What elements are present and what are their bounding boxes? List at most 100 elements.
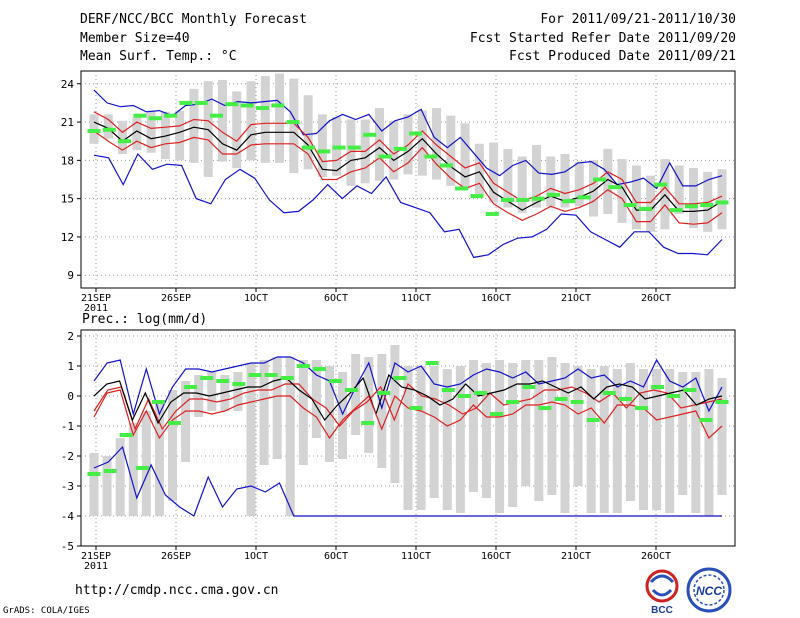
temp-ensemble-box bbox=[346, 119, 356, 186]
prec-ensemble-box bbox=[141, 411, 151, 516]
prec-observed-mark bbox=[683, 388, 697, 392]
prec-ensemble-box bbox=[128, 423, 138, 516]
temp-ensemble-box bbox=[389, 120, 399, 180]
temp-ensemble-box bbox=[417, 110, 427, 176]
temp-observed-mark bbox=[684, 204, 698, 209]
temp-observed-mark bbox=[654, 182, 668, 187]
temp-observed-mark bbox=[638, 206, 652, 211]
prec-observed-mark bbox=[264, 373, 278, 377]
prec-observed-mark bbox=[216, 379, 230, 383]
temp-xtick-label: 21SEP bbox=[81, 293, 111, 304]
prec-observed-mark bbox=[667, 394, 681, 398]
temp-year-label: 2011 bbox=[84, 303, 108, 314]
prec-ytick-label: 1 bbox=[67, 360, 74, 373]
temp-observed-mark bbox=[608, 185, 622, 190]
prec-ensemble-box bbox=[612, 369, 622, 513]
prec-observed-mark bbox=[473, 391, 487, 395]
temp-ensemble-box bbox=[160, 111, 170, 160]
temp-ensemble-box bbox=[232, 91, 242, 169]
temp-observed-mark bbox=[148, 116, 162, 121]
temp-ensemble-min-line bbox=[93, 152, 723, 259]
temp-observed-mark bbox=[301, 145, 315, 150]
prec-observed-mark bbox=[361, 421, 375, 425]
bcc-logo: BCC bbox=[645, 569, 679, 616]
temp-observed-mark bbox=[317, 149, 331, 154]
prec-ytick-label: -5 bbox=[61, 540, 74, 553]
prec-observed-mark bbox=[618, 397, 632, 401]
prec-observed-mark bbox=[554, 397, 568, 401]
prec-xtick-label: 26OCT bbox=[641, 551, 671, 562]
temp-observed-mark bbox=[455, 186, 469, 191]
prec-observed-mark bbox=[441, 388, 455, 392]
temp-ensemble-box bbox=[103, 114, 113, 139]
prec-ensemble-box bbox=[429, 366, 439, 498]
temp-mean-std-line bbox=[93, 130, 723, 225]
prec-observed-mark bbox=[119, 433, 133, 437]
prec-observed-mark bbox=[634, 406, 648, 410]
prec-ensemble-box bbox=[168, 390, 177, 501]
prec-observed-mark bbox=[377, 391, 391, 395]
prec-ensemble-max-line bbox=[93, 356, 723, 417]
prec-observed-mark bbox=[329, 379, 343, 383]
prec-ensemble-box bbox=[89, 453, 99, 516]
temp-ensemble-box bbox=[717, 169, 727, 230]
temp-ensemble-box bbox=[631, 165, 641, 230]
temp-observed-mark bbox=[501, 197, 515, 202]
temp-xtick-label: 11OCT bbox=[401, 293, 431, 304]
prec-ensemble-min-line bbox=[93, 445, 722, 517]
prec-observed-mark bbox=[602, 391, 616, 395]
temp-observed-mark bbox=[592, 177, 606, 182]
temp-ensemble-box bbox=[560, 153, 570, 208]
temp-ytick-label: 12 bbox=[61, 231, 74, 244]
prec-ensemble-box bbox=[482, 363, 491, 498]
prec-ensemble-box bbox=[115, 438, 125, 516]
prec-observed-mark bbox=[248, 373, 262, 377]
temp-ensemble-box bbox=[275, 73, 285, 163]
prec-xtick-label: 1OCT bbox=[244, 551, 268, 562]
prec-observed-mark bbox=[715, 400, 729, 404]
source-url[interactable]: http://cmdp.ncc.cma.gov.cn bbox=[75, 583, 279, 598]
temp-observed-mark bbox=[439, 163, 453, 168]
temp-xtick-label: 26SEP bbox=[161, 293, 191, 304]
prec-ensemble-box bbox=[194, 375, 204, 417]
temp-observed-mark bbox=[700, 203, 714, 208]
temp-observed-mark bbox=[424, 154, 438, 159]
ncc-logo: NCC bbox=[686, 567, 732, 613]
temp-observed-mark bbox=[378, 154, 392, 159]
temp-observed-mark bbox=[87, 128, 101, 133]
temp-observed-mark bbox=[409, 131, 423, 136]
prec-ytick-label: -2 bbox=[61, 450, 74, 463]
prec-ensemble-box bbox=[390, 345, 400, 483]
temp-ensemble-box bbox=[646, 175, 656, 232]
prec-observed-mark bbox=[538, 406, 552, 410]
prec-ensemble-box bbox=[455, 366, 465, 513]
prec-observed-mark bbox=[522, 385, 536, 389]
prec-ensemble-box bbox=[246, 363, 256, 516]
temp-ytick-label: 24 bbox=[61, 78, 75, 91]
temp-ensemble-box bbox=[146, 110, 156, 153]
prec-ytick-label: 2 bbox=[67, 330, 74, 343]
prec-panel-title: Prec.: log(mm/d) bbox=[82, 312, 207, 327]
temp-ensemble-box bbox=[603, 148, 613, 214]
prec-observed-mark bbox=[490, 412, 504, 416]
prec-observed-mark bbox=[103, 469, 117, 473]
prec-xtick-label: 11OCT bbox=[401, 551, 431, 562]
prec-ensemble-box bbox=[102, 456, 112, 516]
prec-ensemble-box bbox=[207, 372, 217, 411]
temp-observed-mark bbox=[271, 103, 285, 108]
prec-ensemble-box bbox=[625, 363, 635, 501]
prec-observed-mark bbox=[168, 421, 182, 425]
prec-ensemble-box bbox=[586, 369, 596, 513]
temp-ensemble-box bbox=[574, 161, 584, 207]
temp-ensemble-box bbox=[460, 123, 470, 189]
temp-frame bbox=[80, 70, 736, 289]
temp-observed-mark bbox=[347, 145, 361, 150]
temp-ensemble-box bbox=[617, 159, 627, 223]
prec-ensemble-box bbox=[259, 360, 269, 465]
temp-observed-mark bbox=[562, 199, 576, 204]
prec-observed-mark bbox=[200, 376, 214, 380]
prec-observed-mark bbox=[586, 418, 600, 422]
forecast-produced-date: Fcst Produced Date 2011/09/21 bbox=[509, 49, 736, 64]
prec-mean-std-line bbox=[93, 389, 723, 440]
prec-ensemble-box bbox=[534, 360, 544, 501]
